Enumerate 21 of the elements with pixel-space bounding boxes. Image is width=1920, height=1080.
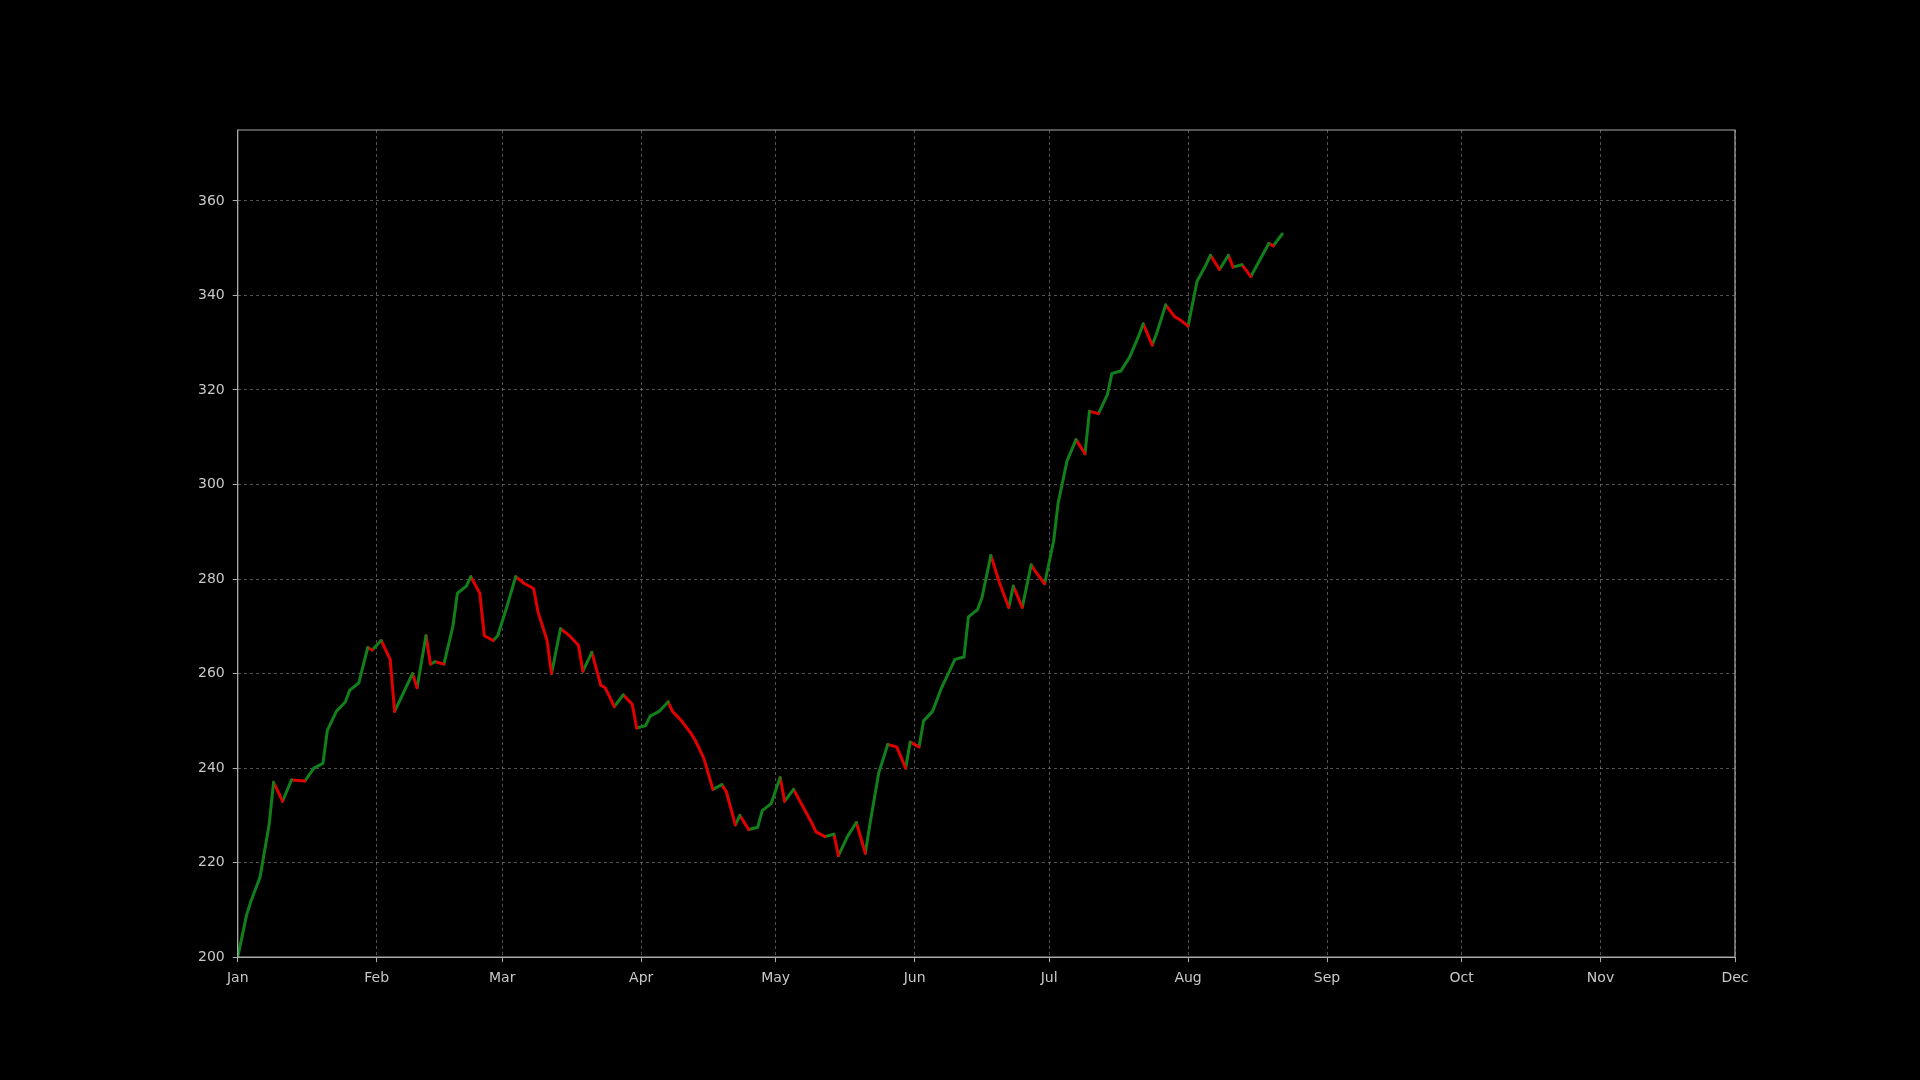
x-tick-label: May <box>761 969 791 986</box>
y-tick-label: 360 <box>197 191 225 208</box>
x-tick-label: Dec <box>1721 969 1749 986</box>
x-tick-label: Aug <box>1174 969 1202 986</box>
y-tick-label: 260 <box>197 664 225 681</box>
y-tick-label: 300 <box>197 475 225 492</box>
y-tick-label: 200 <box>197 947 225 964</box>
x-tick-label: Jan <box>225 969 249 986</box>
x-tick-label: Jul <box>1039 969 1058 986</box>
x-tick-label: Feb <box>364 969 390 986</box>
y-tick-label: 320 <box>197 380 225 397</box>
x-tick-label: Jun <box>902 969 926 986</box>
y-tick-label: 340 <box>197 286 225 303</box>
x-tick-label: Nov <box>1586 969 1615 986</box>
y-tick-label: 280 <box>197 569 225 586</box>
x-tick-label: Sep <box>1313 969 1341 986</box>
y-tick-label: 220 <box>197 853 225 870</box>
y-tick-label: 240 <box>197 758 225 775</box>
x-tick-label: Oct <box>1449 969 1475 986</box>
x-tick-label: Apr <box>629 969 654 986</box>
x-tick-label: Mar <box>489 969 516 986</box>
